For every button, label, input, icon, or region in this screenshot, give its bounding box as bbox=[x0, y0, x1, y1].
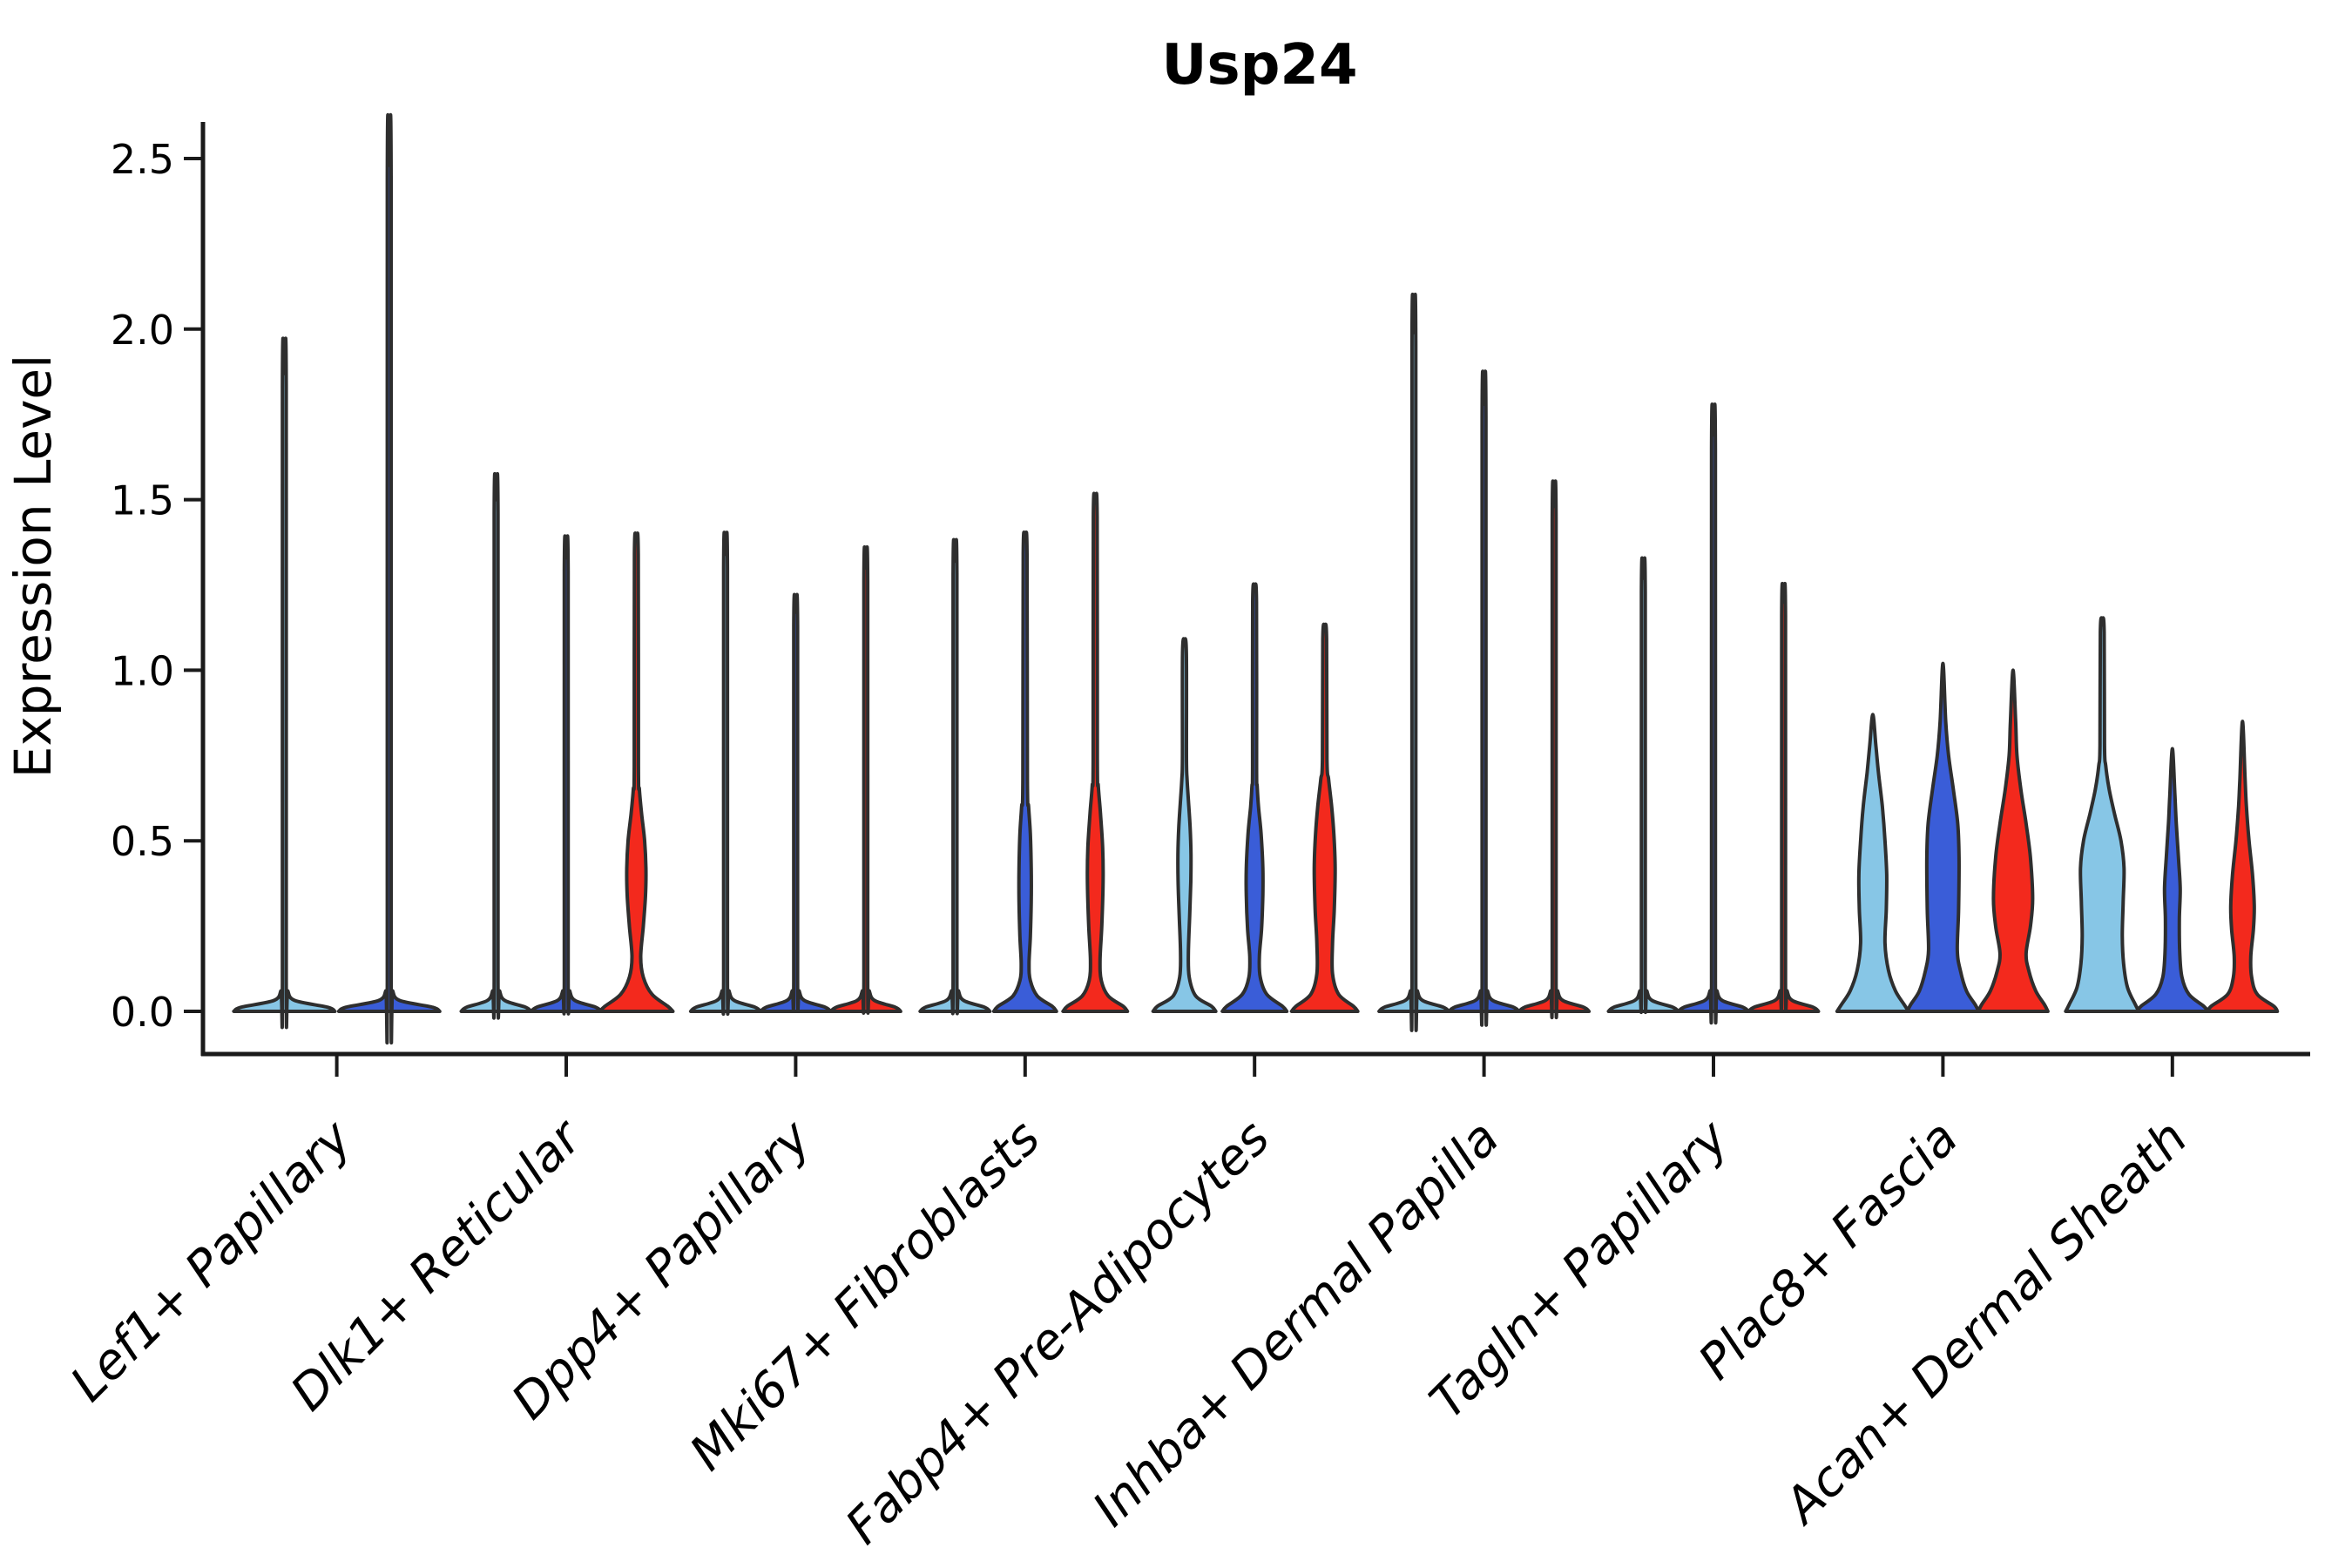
y-axis-tick-label: 1.5 bbox=[111, 477, 174, 524]
violin-fabp4-pre-adipocytes-red bbox=[1289, 622, 1360, 1013]
violin-inhba-dermal-papilla-light_blue bbox=[1377, 292, 1451, 1032]
violin-mki67-fibroblasts-dark_blue bbox=[991, 530, 1058, 1013]
violin-inhba-dermal-papilla-dark_blue bbox=[1447, 369, 1521, 1027]
violin-tagln-papillary-dark_blue bbox=[1677, 402, 1750, 1025]
y-axis-tick-label: 1.0 bbox=[111, 647, 174, 694]
x-axis-tick-label-inhba-dermal-papilla: Inhba+ Dermal Papilla bbox=[1082, 1110, 1510, 1538]
y-axis-tick-label: 0.0 bbox=[111, 989, 174, 1036]
y-axis-ticks: 0.0 0.5 1.0 1.5 2.0 2.5 bbox=[111, 136, 203, 1036]
y-axis-label: Expression Level bbox=[3, 355, 63, 778]
violins-layer bbox=[232, 113, 2280, 1045]
violin-acan-dermal-sheath-light_blue bbox=[2064, 616, 2141, 1013]
y-axis-tick-label: 0.5 bbox=[111, 818, 174, 865]
x-axis-tick-label-fabp4-pre-adipocytes: Fabp4+ Pre-Adipocytes bbox=[835, 1110, 1281, 1555]
violin-inhba-dermal-papilla-red bbox=[1517, 479, 1592, 1020]
violin-acan-dermal-sheath-red bbox=[2206, 720, 2280, 1013]
violin-plac8-fascia-light_blue bbox=[1835, 713, 1910, 1013]
violin-dpp4-papillary-dark_blue bbox=[759, 592, 833, 1013]
violin-dpp4-papillary-light_blue bbox=[688, 531, 762, 1016]
violin-tagln-papillary-light_blue bbox=[1606, 556, 1680, 1014]
violin-fabp4-pre-adipocytes-dark_blue bbox=[1220, 582, 1289, 1013]
violin-dlk1-reticular-light_blue bbox=[459, 471, 533, 1020]
violin-dlk1-reticular-red bbox=[598, 531, 675, 1013]
violin-dpp4-papillary-red bbox=[828, 545, 902, 1015]
x-axis-tick-label-acan-dermal-sheath: Acan+ Dermal Sheath bbox=[1773, 1110, 2199, 1536]
violin-mki67-fibroblasts-light_blue bbox=[918, 537, 992, 1016]
violin-mki67-fibroblasts-red bbox=[1061, 491, 1130, 1013]
chart-title: Usp24 bbox=[1162, 33, 1358, 98]
violin-lef1-papillary-light_blue bbox=[232, 336, 337, 1030]
violin-tagln-papillary-red bbox=[1747, 582, 1821, 1013]
violin-fabp4-pre-adipocytes-light_blue bbox=[1151, 637, 1218, 1013]
y-axis-tick-label: 2.5 bbox=[111, 136, 174, 183]
violin-dlk1-reticular-dark_blue bbox=[530, 534, 603, 1016]
violin-lef1-papillary-dark_blue bbox=[336, 113, 442, 1045]
violin-plac8-fascia-dark_blue bbox=[1905, 661, 1981, 1013]
y-axis-tick-label: 2.0 bbox=[111, 307, 174, 354]
violin-plac8-fascia-red bbox=[1976, 668, 2050, 1013]
violin-acan-dermal-sheath-dark_blue bbox=[2134, 747, 2210, 1013]
